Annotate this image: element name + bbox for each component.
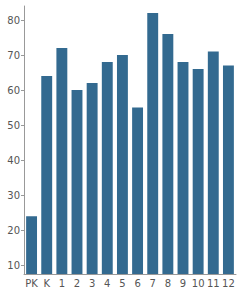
svg-text:9: 9 bbox=[180, 278, 186, 289]
svg-text:1: 1 bbox=[59, 278, 65, 289]
svg-text:3: 3 bbox=[89, 278, 95, 289]
svg-text:10: 10 bbox=[7, 260, 20, 271]
svg-text:PK: PK bbox=[25, 278, 38, 289]
svg-text:20: 20 bbox=[7, 225, 20, 236]
svg-text:30: 30 bbox=[7, 190, 20, 201]
svg-text:11: 11 bbox=[207, 278, 220, 289]
svg-text:4: 4 bbox=[104, 278, 110, 289]
svg-text:80: 80 bbox=[7, 15, 20, 26]
svg-text:12: 12 bbox=[222, 278, 235, 289]
svg-text:2: 2 bbox=[74, 278, 80, 289]
svg-text:6: 6 bbox=[134, 278, 140, 289]
svg-text:8: 8 bbox=[165, 278, 171, 289]
svg-text:10: 10 bbox=[192, 278, 205, 289]
svg-text:7: 7 bbox=[150, 278, 156, 289]
svg-text:50: 50 bbox=[7, 120, 20, 131]
svg-text:K: K bbox=[43, 278, 50, 289]
svg-text:40: 40 bbox=[7, 155, 20, 166]
svg-text:60: 60 bbox=[7, 85, 20, 96]
svg-text:70: 70 bbox=[7, 50, 20, 61]
svg-text:5: 5 bbox=[119, 278, 125, 289]
